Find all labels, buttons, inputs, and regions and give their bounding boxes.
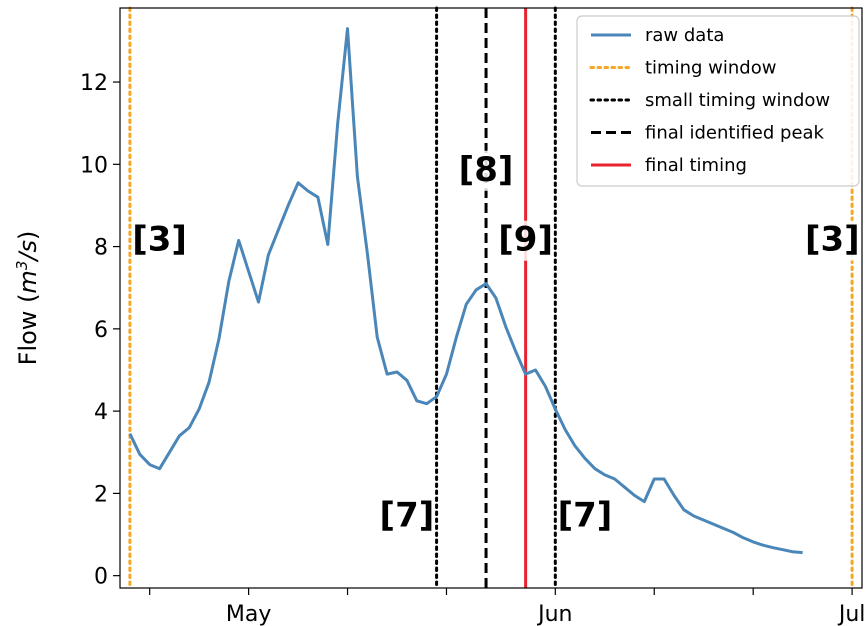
y-tick-label: 12 — [80, 71, 108, 96]
annotation-label: [7] — [558, 495, 613, 535]
x-tick-label: Jun — [536, 602, 572, 626]
axes: 0 2 4 6 8 10 12 May Jun Jul — [80, 71, 865, 626]
annotations: [3] [8] [9] [3] [7] [7] — [131, 150, 861, 537]
annotation-background — [804, 220, 861, 261]
legend-label: small timing window — [645, 90, 830, 111]
x-tick-label: Jul — [837, 602, 866, 626]
legend-label: timing window — [645, 58, 776, 79]
annotation-background — [131, 220, 188, 261]
annotation-label: [7] — [380, 495, 435, 535]
y-tick-label: 10 — [80, 153, 108, 178]
annotation-background — [497, 220, 554, 261]
annotation-label: [8] — [459, 150, 514, 190]
y-tick-label: 8 — [94, 236, 108, 261]
legend-label: final timing — [645, 155, 747, 176]
y-tick-label: 2 — [94, 482, 108, 507]
plot-frame — [119, 7, 863, 589]
x-tick-label: May — [226, 602, 271, 626]
legend: raw data timing window small timing window… — [576, 15, 860, 187]
y-tick-label: 0 — [94, 565, 108, 590]
annotation-background — [458, 150, 515, 191]
series-line-raw-data — [128, 27, 803, 555]
annotation-label: [3] — [805, 220, 860, 260]
legend-box — [576, 15, 860, 187]
annotation-label: [3] — [132, 220, 187, 260]
legend-label: raw data — [645, 25, 724, 46]
annotation-background — [556, 496, 613, 537]
series-layer — [128, 27, 803, 555]
legend-label: final identified peak — [645, 123, 825, 144]
y-axis-label: Flow (m3/s) — [13, 231, 42, 366]
y-tick-label: 6 — [94, 318, 108, 343]
annotation-label: [9] — [498, 220, 553, 260]
y-tick-label: 4 — [94, 400, 108, 425]
annotation-background — [378, 496, 435, 537]
